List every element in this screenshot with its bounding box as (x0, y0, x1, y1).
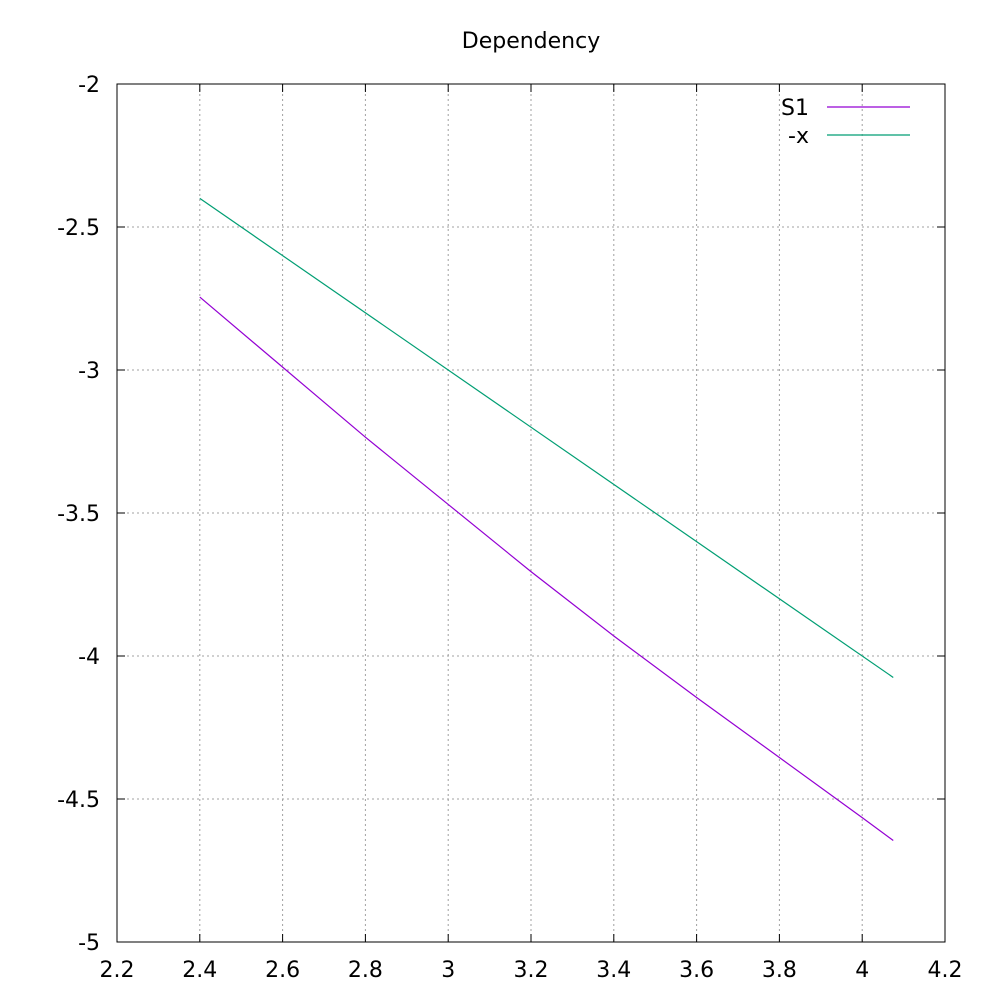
y-tick-label: -4.5 (57, 788, 100, 813)
y-tick-label: -3.5 (57, 502, 100, 527)
x-tick-label: 3.8 (762, 958, 797, 983)
axes: 2.2 2.4 2.6 2.8 3 3.2 3.4 3.6 3.8 4 4.2 -2 -2.5 -3 -3.… (57, 73, 962, 983)
x-tick-label: 2.4 (182, 958, 217, 983)
legend-label: S1 (781, 96, 809, 121)
series-line-1 (199, 197, 894, 678)
x-tick-label: 3.6 (679, 958, 714, 983)
x-tick-label: 3.2 (514, 958, 549, 983)
series-line-0 (199, 296, 894, 841)
x-tick-label: 2.2 (100, 958, 135, 983)
x-tick-label: 2.8 (348, 958, 383, 983)
legend-label: -x (788, 124, 809, 149)
chart-title: Dependency (462, 29, 600, 54)
y-tick-label: -4 (78, 645, 100, 670)
x-tick-label: 3 (441, 958, 455, 983)
x-tick-label: 3.4 (596, 958, 631, 983)
series-layer (199, 197, 894, 841)
y-tick-label: -5 (78, 931, 100, 956)
plot-frame (116, 83, 946, 943)
y-tick-label: -2.5 (57, 216, 100, 241)
x-tick-label: 4 (855, 958, 869, 983)
x-tick-label: 4.2 (928, 958, 963, 983)
legend: S1 -x (781, 96, 910, 149)
x-tick-label: 2.6 (265, 958, 300, 983)
y-tick-label: -3 (78, 359, 100, 384)
y-tick-label: -2 (78, 73, 100, 98)
grid (117, 84, 945, 942)
